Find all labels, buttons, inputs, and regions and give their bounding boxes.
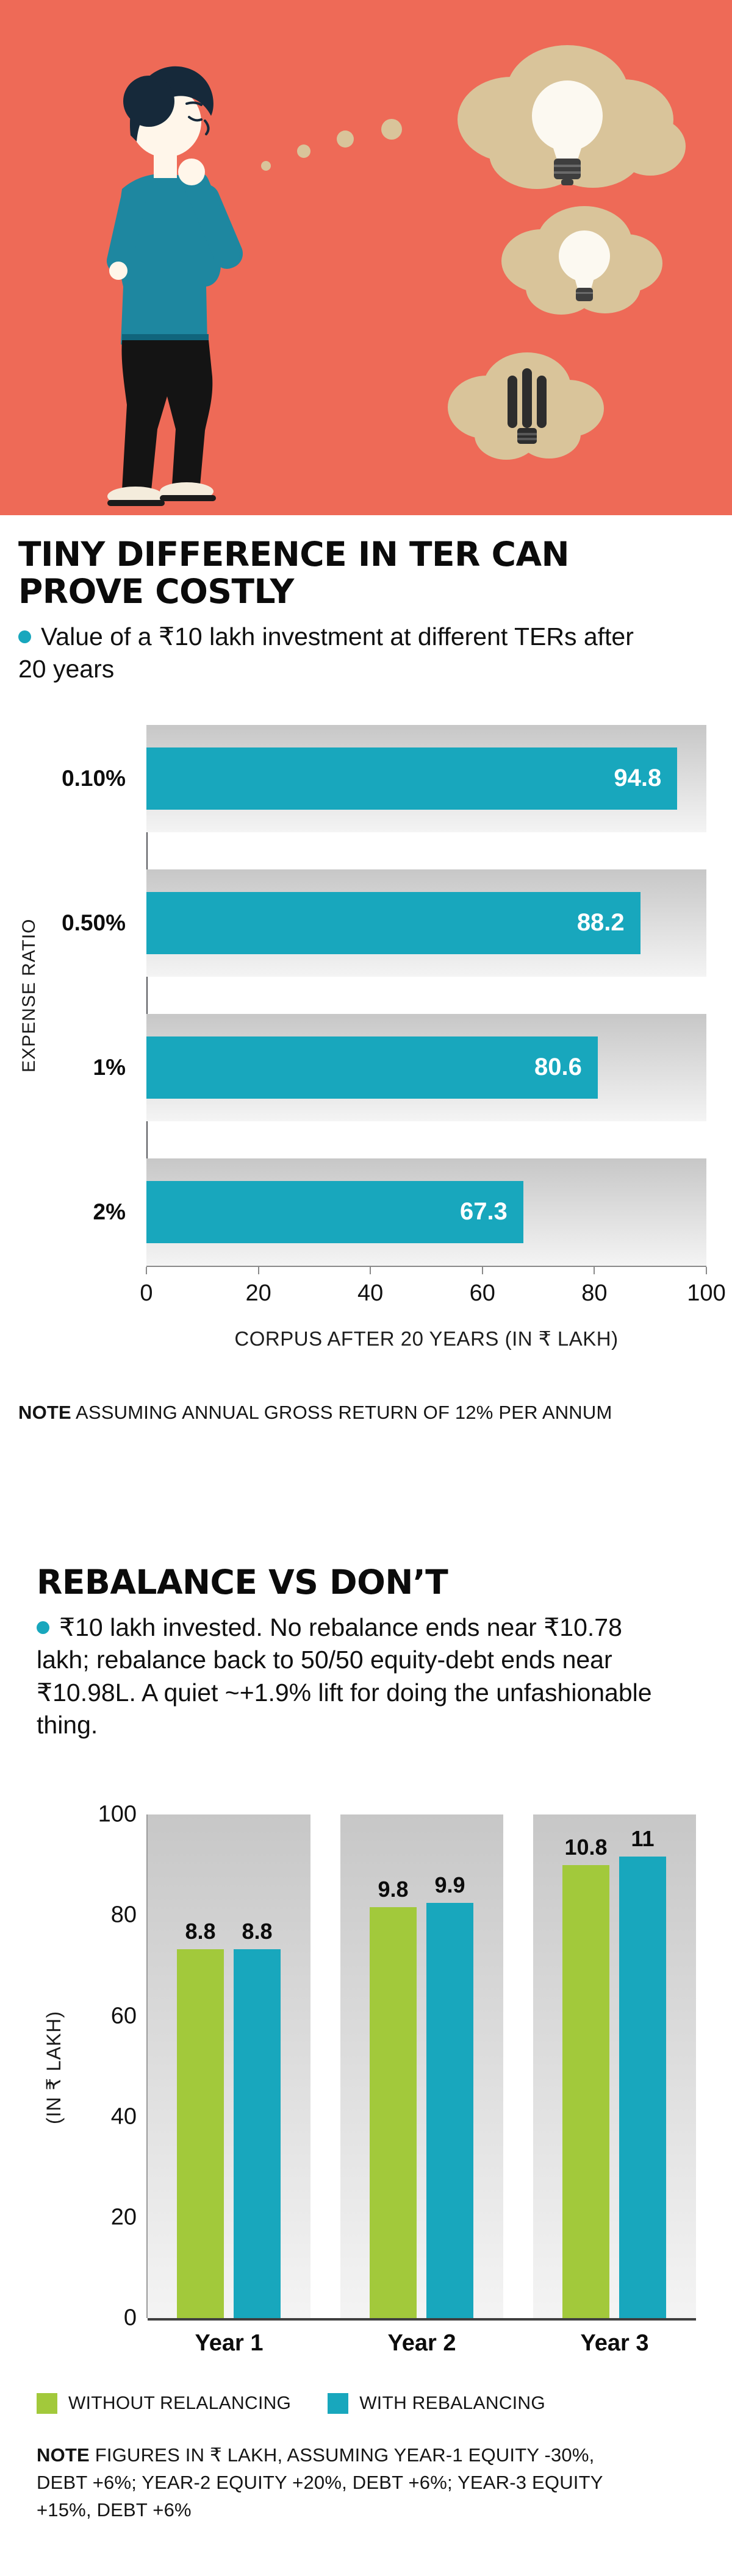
x-axis-tick: [481, 1266, 483, 1274]
hbar-value-label: 67.3: [459, 1198, 508, 1226]
x-axis-tick: [594, 1266, 595, 1274]
x-axis-tick-label: 100: [687, 1280, 726, 1306]
ter-section-note: NOTE ASSUMING ANNUAL GROSS RETURN OF 12%…: [18, 1399, 706, 1427]
hbar: 88.2: [146, 891, 640, 954]
note-text: ASSUMING ANNUAL GROSS RETURN OF 12% PER …: [76, 1401, 612, 1423]
note-label: NOTE: [18, 1401, 71, 1423]
hbar-track: 88.2: [146, 869, 706, 977]
note-label: NOTE: [37, 2444, 90, 2466]
rebalance-chart-y-axis-label: (IN ₹ LAKH): [43, 2011, 65, 2125]
vbar-with-rebalancing: 9.9: [426, 1872, 473, 2319]
rebalance-subtitle-text: ₹10 lakh invested. No rebalance ends nea…: [37, 1613, 652, 1739]
ter-subtitle-text: Value of a ₹10 lakh investment at differ…: [18, 623, 634, 683]
y-axis-tick-label: 0: [123, 2305, 137, 2331]
note-text: FIGURES IN ₹ LAKH, ASSUMING YEAR-1 EQUIT…: [37, 2444, 603, 2521]
x-axis-tick: [257, 1266, 259, 1274]
legend-swatch: [37, 2393, 57, 2414]
y-axis-tick-label: 20: [110, 2204, 137, 2230]
bar-group-column: 9.8 9.9: [340, 1814, 503, 2319]
hbar: 94.8: [146, 747, 678, 810]
y-axis-tick-label: 40: [110, 2103, 137, 2130]
ter-section-title: TINY DIFFERENCE IN TER CAN PROVE COSTLY: [18, 535, 570, 611]
cfl-bulb-icon: [508, 368, 547, 444]
rebalance-chart-x-labels: Year 1 Year 2 Year 3: [148, 2330, 696, 2357]
rebalance-section-note: NOTE FIGURES IN ₹ LAKH, ASSUMING YEAR-1 …: [37, 2442, 622, 2524]
hbar-row: 2% 67.3: [18, 1158, 706, 1266]
hbar-category-label: 0.10%: [62, 765, 126, 791]
x-axis-tick: [146, 1266, 147, 1274]
hbar: 80.6: [146, 1036, 598, 1099]
vbar-with-rebalancing: 8.8: [234, 1919, 281, 2319]
hero-illustration: [0, 0, 732, 515]
vbar-without-rebalancing: 8.8: [177, 1919, 224, 2319]
ter-chart-x-axis: 0 20 40 60 80 100: [140, 1265, 726, 1322]
y-axis-tick-label: 80: [110, 1902, 137, 1928]
x-axis-tick: [370, 1266, 371, 1274]
rebalance-section-title: REBALANCE VS DON’T: [37, 1562, 448, 1602]
hbar-value-label: 94.8: [614, 765, 662, 792]
vbar-value-label: 8.8: [242, 1918, 273, 1944]
incandescent-bulb-icon: [532, 80, 603, 185]
hbar-row: 0.50% 88.2: [18, 869, 706, 977]
x-category-label: Year 1: [195, 2330, 264, 2357]
bullet-dot-icon: [18, 630, 31, 643]
legend-label: WITHOUT RELALANCING: [68, 2393, 292, 2414]
vbar-value-label: 11: [631, 1826, 655, 1852]
hbar-value-label: 88.2: [576, 909, 625, 937]
y-axis-tick-label: 60: [110, 2003, 137, 2029]
vbar-value-label: 9.8: [378, 1876, 409, 1902]
hbar-track: 94.8: [146, 724, 706, 832]
hbar-row: 1% 80.6: [18, 1013, 706, 1121]
vbar-value-label: 10.8: [564, 1834, 608, 1860]
ter-chart-rows: 0.10% 94.8 0.50% 88.2 1% 80.6 2% 67.3: [18, 724, 706, 1266]
hbar-track: 80.6: [146, 1013, 706, 1121]
rebalance-bar-chart: (IN ₹ LAKH) 0 20 40 60 80 100 8.8 8.8 9.8 9.9 10.8…: [37, 1802, 714, 2357]
hbar-category-label: 1%: [93, 1054, 126, 1080]
vbar-value-label: 8.8: [185, 1918, 216, 1944]
rebalance-chart-plot: 0 20 40 60 80 100 8.8 8.8 9.8 9.9 10.8 11: [98, 1802, 696, 2331]
hbar-category-label: 2%: [93, 1199, 126, 1224]
x-axis-tick: [706, 1266, 707, 1274]
ter-section: TINY DIFFERENCE IN TER CAN PROVE COSTLY …: [0, 515, 732, 1427]
x-category-label: Year 3: [580, 2330, 649, 2357]
bar-group-column: 8.8 8.8: [148, 1814, 310, 2319]
hbar-row: 0.10% 94.8: [18, 724, 706, 832]
legend-item: WITHOUT RELALANCING: [37, 2393, 291, 2414]
bullet-dot-icon: [37, 1621, 49, 1635]
x-axis-tick-label: 80: [581, 1280, 608, 1306]
rebalance-section-subtitle: ₹10 lakh invested. No rebalance ends nea…: [37, 1611, 653, 1741]
hbar: 67.3: [146, 1180, 523, 1243]
vbar-value-label: 9.9: [434, 1872, 465, 1897]
ter-bar-chart: EXPENSE RATIO 0.10% 94.8 0.50% 88.2 1% 80.6 2%…: [18, 724, 726, 1350]
legend-label: WITH REBALANCING: [359, 2393, 546, 2414]
hbar-category-label: 0.50%: [62, 910, 126, 935]
vbar-with-rebalancing: 11: [619, 1826, 666, 2319]
y-axis-tick-label: 100: [98, 1801, 137, 1827]
x-axis-tick-label: 0: [140, 1280, 153, 1306]
x-axis-tick-label: 60: [469, 1280, 495, 1306]
rebalance-section: REBALANCE VS DON’T ₹10 lakh invested. No…: [0, 1427, 732, 2525]
person-figure: [107, 66, 243, 506]
hero-illustration-svg: [0, 0, 732, 515]
vbar-without-rebalancing: 9.8: [370, 1877, 417, 2319]
x-axis-tick-label: 40: [357, 1280, 384, 1306]
thought-dots: [261, 119, 402, 171]
legend-item: WITH REBALANCING: [328, 2393, 545, 2414]
hbar-track: 67.3: [146, 1158, 706, 1266]
x-axis-tick-label: 20: [245, 1280, 271, 1306]
x-category-label: Year 2: [387, 2330, 456, 2357]
chart-legend: WITHOUT RELALANCING WITH REBALANCING: [37, 2393, 714, 2414]
ter-chart-x-axis-title: CORPUS AFTER 20 YEARS (IN ₹ LAKH): [234, 1327, 619, 1350]
vbar-without-rebalancing: 10.8: [562, 1835, 609, 2319]
legend-swatch: [328, 2393, 349, 2414]
ter-section-subtitle: Value of a ₹10 lakh investment at differ…: [18, 621, 634, 686]
bar-group-column: 10.8 11: [533, 1814, 696, 2319]
classic-bulb-icon: [559, 230, 610, 301]
hbar-value-label: 80.6: [534, 1054, 582, 1081]
ter-chart-axis-line: [146, 724, 148, 1266]
